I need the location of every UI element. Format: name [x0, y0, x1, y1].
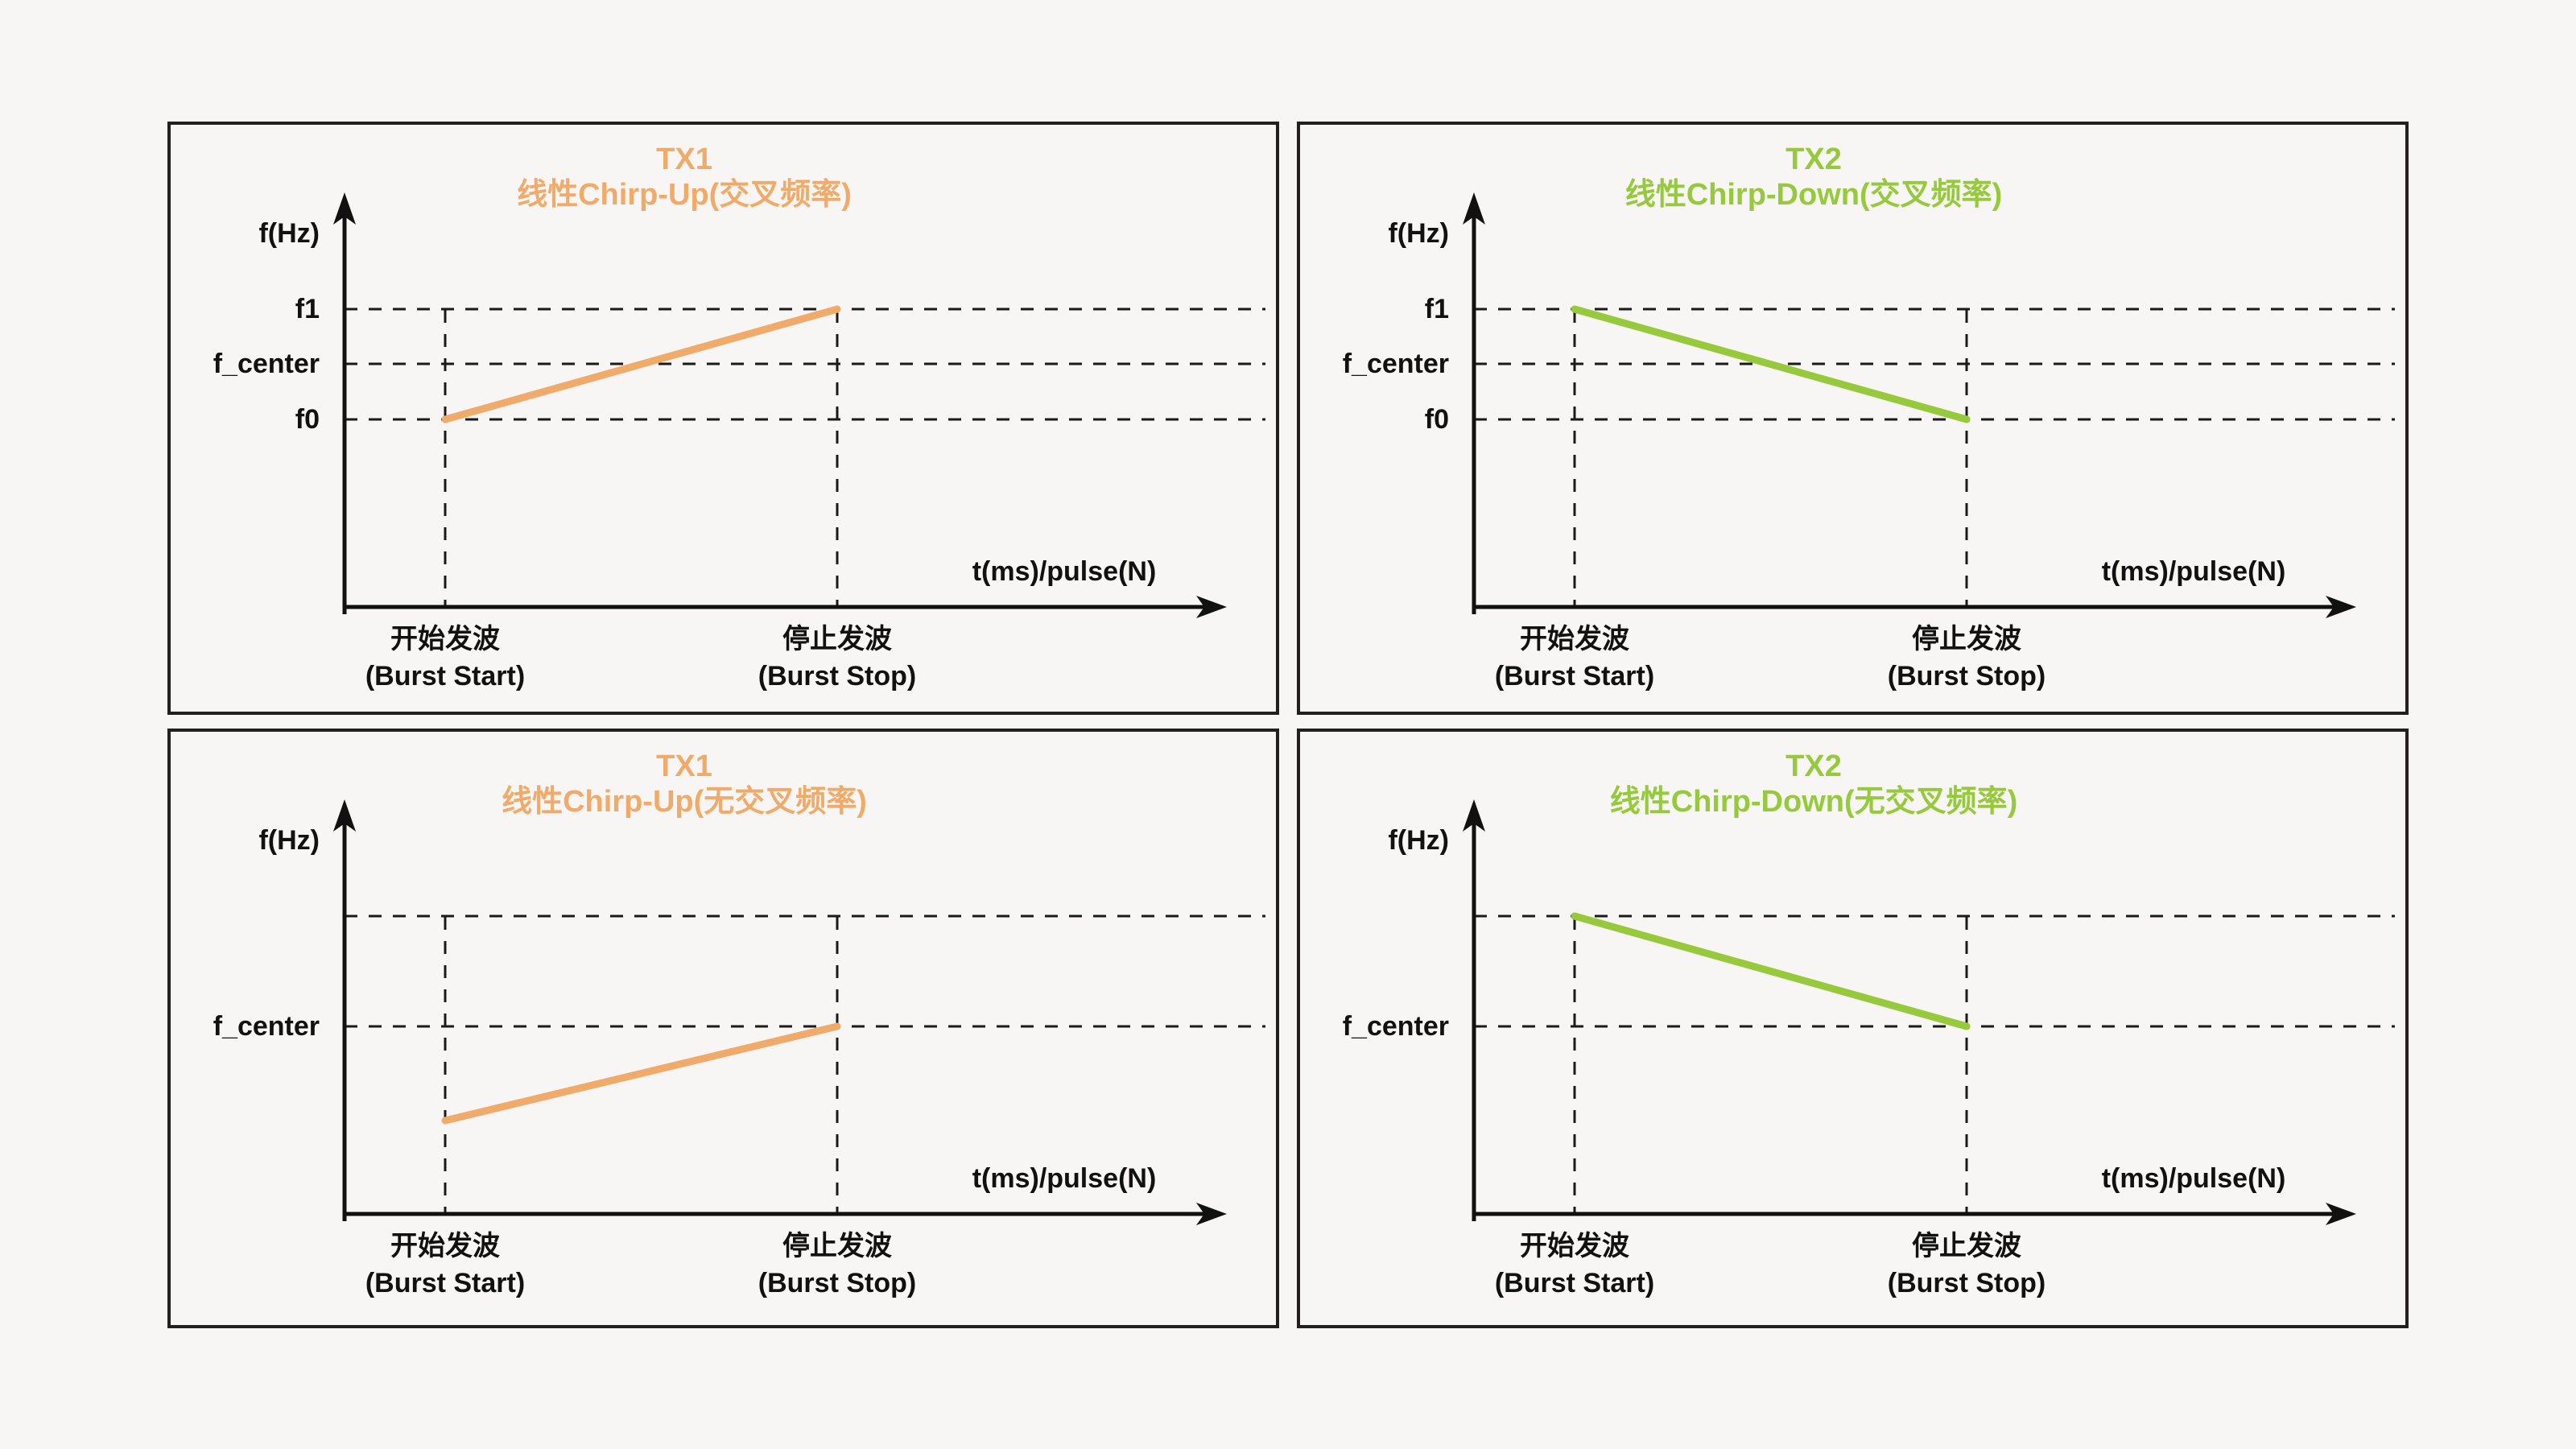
svg-text:(Burst Start): (Burst Start) — [1495, 1268, 1654, 1298]
svg-text:线性Chirp-Up(交叉频率): 线性Chirp-Up(交叉频率) — [517, 177, 852, 212]
svg-text:f0: f0 — [295, 404, 320, 435]
svg-text:TX2: TX2 — [1785, 142, 1842, 176]
svg-text:f_center: f_center — [213, 1011, 320, 1042]
svg-text:f(Hz): f(Hz) — [1388, 825, 1449, 856]
svg-text:f1: f1 — [295, 294, 320, 324]
svg-text:f(Hz): f(Hz) — [258, 218, 320, 249]
svg-text:f0: f0 — [1425, 404, 1449, 435]
svg-text:t(ms)/pulse(N): t(ms)/pulse(N) — [2102, 556, 2286, 587]
svg-text:TX1: TX1 — [656, 142, 712, 176]
svg-text:(Burst Start): (Burst Start) — [365, 661, 525, 691]
svg-text:t(ms)/pulse(N): t(ms)/pulse(N) — [2102, 1163, 2286, 1194]
svg-text:(Burst Start): (Burst Start) — [1495, 661, 1654, 691]
svg-text:线性Chirp-Down(交叉频率): 线性Chirp-Down(交叉频率) — [1625, 177, 2003, 212]
svg-text:停止发波: 停止发波 — [782, 1231, 892, 1261]
svg-text:线性Chirp-Down(无交叉频率): 线性Chirp-Down(无交叉频率) — [1610, 784, 2018, 819]
svg-text:(Burst Stop): (Burst Stop) — [758, 1268, 916, 1298]
svg-text:t(ms)/pulse(N): t(ms)/pulse(N) — [972, 556, 1157, 587]
svg-text:开始发波: 开始发波 — [390, 1231, 500, 1261]
svg-text:停止发波: 停止发波 — [1912, 1231, 2021, 1261]
svg-text:f(Hz): f(Hz) — [258, 825, 320, 856]
svg-text:f_center: f_center — [1343, 1011, 1449, 1042]
svg-text:(Burst Stop): (Burst Stop) — [758, 661, 916, 691]
svg-text:开始发波: 开始发波 — [1520, 1231, 1629, 1261]
svg-text:开始发波: 开始发波 — [1520, 624, 1629, 654]
svg-text:(Burst Start): (Burst Start) — [365, 1268, 525, 1298]
svg-text:停止发波: 停止发波 — [1912, 624, 2021, 654]
svg-text:停止发波: 停止发波 — [782, 624, 892, 654]
svg-text:TX2: TX2 — [1785, 749, 1842, 783]
svg-text:开始发波: 开始发波 — [390, 624, 500, 654]
svg-text:(Burst Stop): (Burst Stop) — [1888, 661, 2046, 691]
svg-text:TX1: TX1 — [656, 749, 712, 783]
svg-text:f(Hz): f(Hz) — [1388, 218, 1449, 249]
svg-text:t(ms)/pulse(N): t(ms)/pulse(N) — [972, 1163, 1157, 1194]
svg-text:f_center: f_center — [1343, 349, 1449, 379]
svg-text:f_center: f_center — [213, 349, 320, 379]
svg-text:f1: f1 — [1425, 294, 1449, 324]
svg-text:(Burst Stop): (Burst Stop) — [1888, 1268, 2046, 1298]
svg-text:线性Chirp-Up(无交叉频率): 线性Chirp-Up(无交叉频率) — [502, 784, 867, 819]
